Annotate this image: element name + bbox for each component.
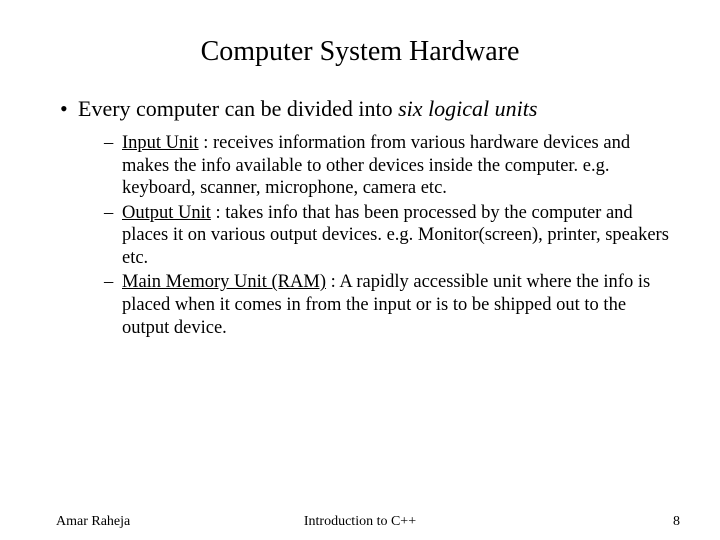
unit-description: : receives information from various hard… [122, 133, 630, 198]
bullet-dot-icon: • [60, 96, 78, 122]
main-bullet-prefix: Every computer can be divided into [78, 96, 398, 121]
sub-bullet-item: – Main Memory Unit (RAM) : A rapidly acc… [104, 271, 670, 339]
dash-icon: – [104, 132, 113, 155]
main-bullet: •Every computer can be divided into six … [60, 96, 670, 122]
footer-page-number: 8 [673, 514, 680, 530]
sub-bullet-list: – Input Unit : receives information from… [104, 132, 670, 339]
unit-name: Main Memory Unit (RAM) [122, 272, 326, 292]
slide-title: Computer System Hardware [50, 36, 670, 68]
unit-name: Input Unit [122, 133, 199, 153]
sub-bullet-item: – Output Unit : takes info that has been… [104, 202, 670, 270]
footer-title: Introduction to C++ [0, 514, 720, 530]
sub-bullet-item: – Input Unit : receives information from… [104, 132, 670, 200]
dash-icon: – [104, 202, 113, 225]
main-bullet-italic: six logical units [398, 96, 537, 121]
unit-name: Output Unit [122, 203, 211, 223]
dash-icon: – [104, 271, 113, 294]
slide: Computer System Hardware •Every computer… [0, 0, 720, 540]
